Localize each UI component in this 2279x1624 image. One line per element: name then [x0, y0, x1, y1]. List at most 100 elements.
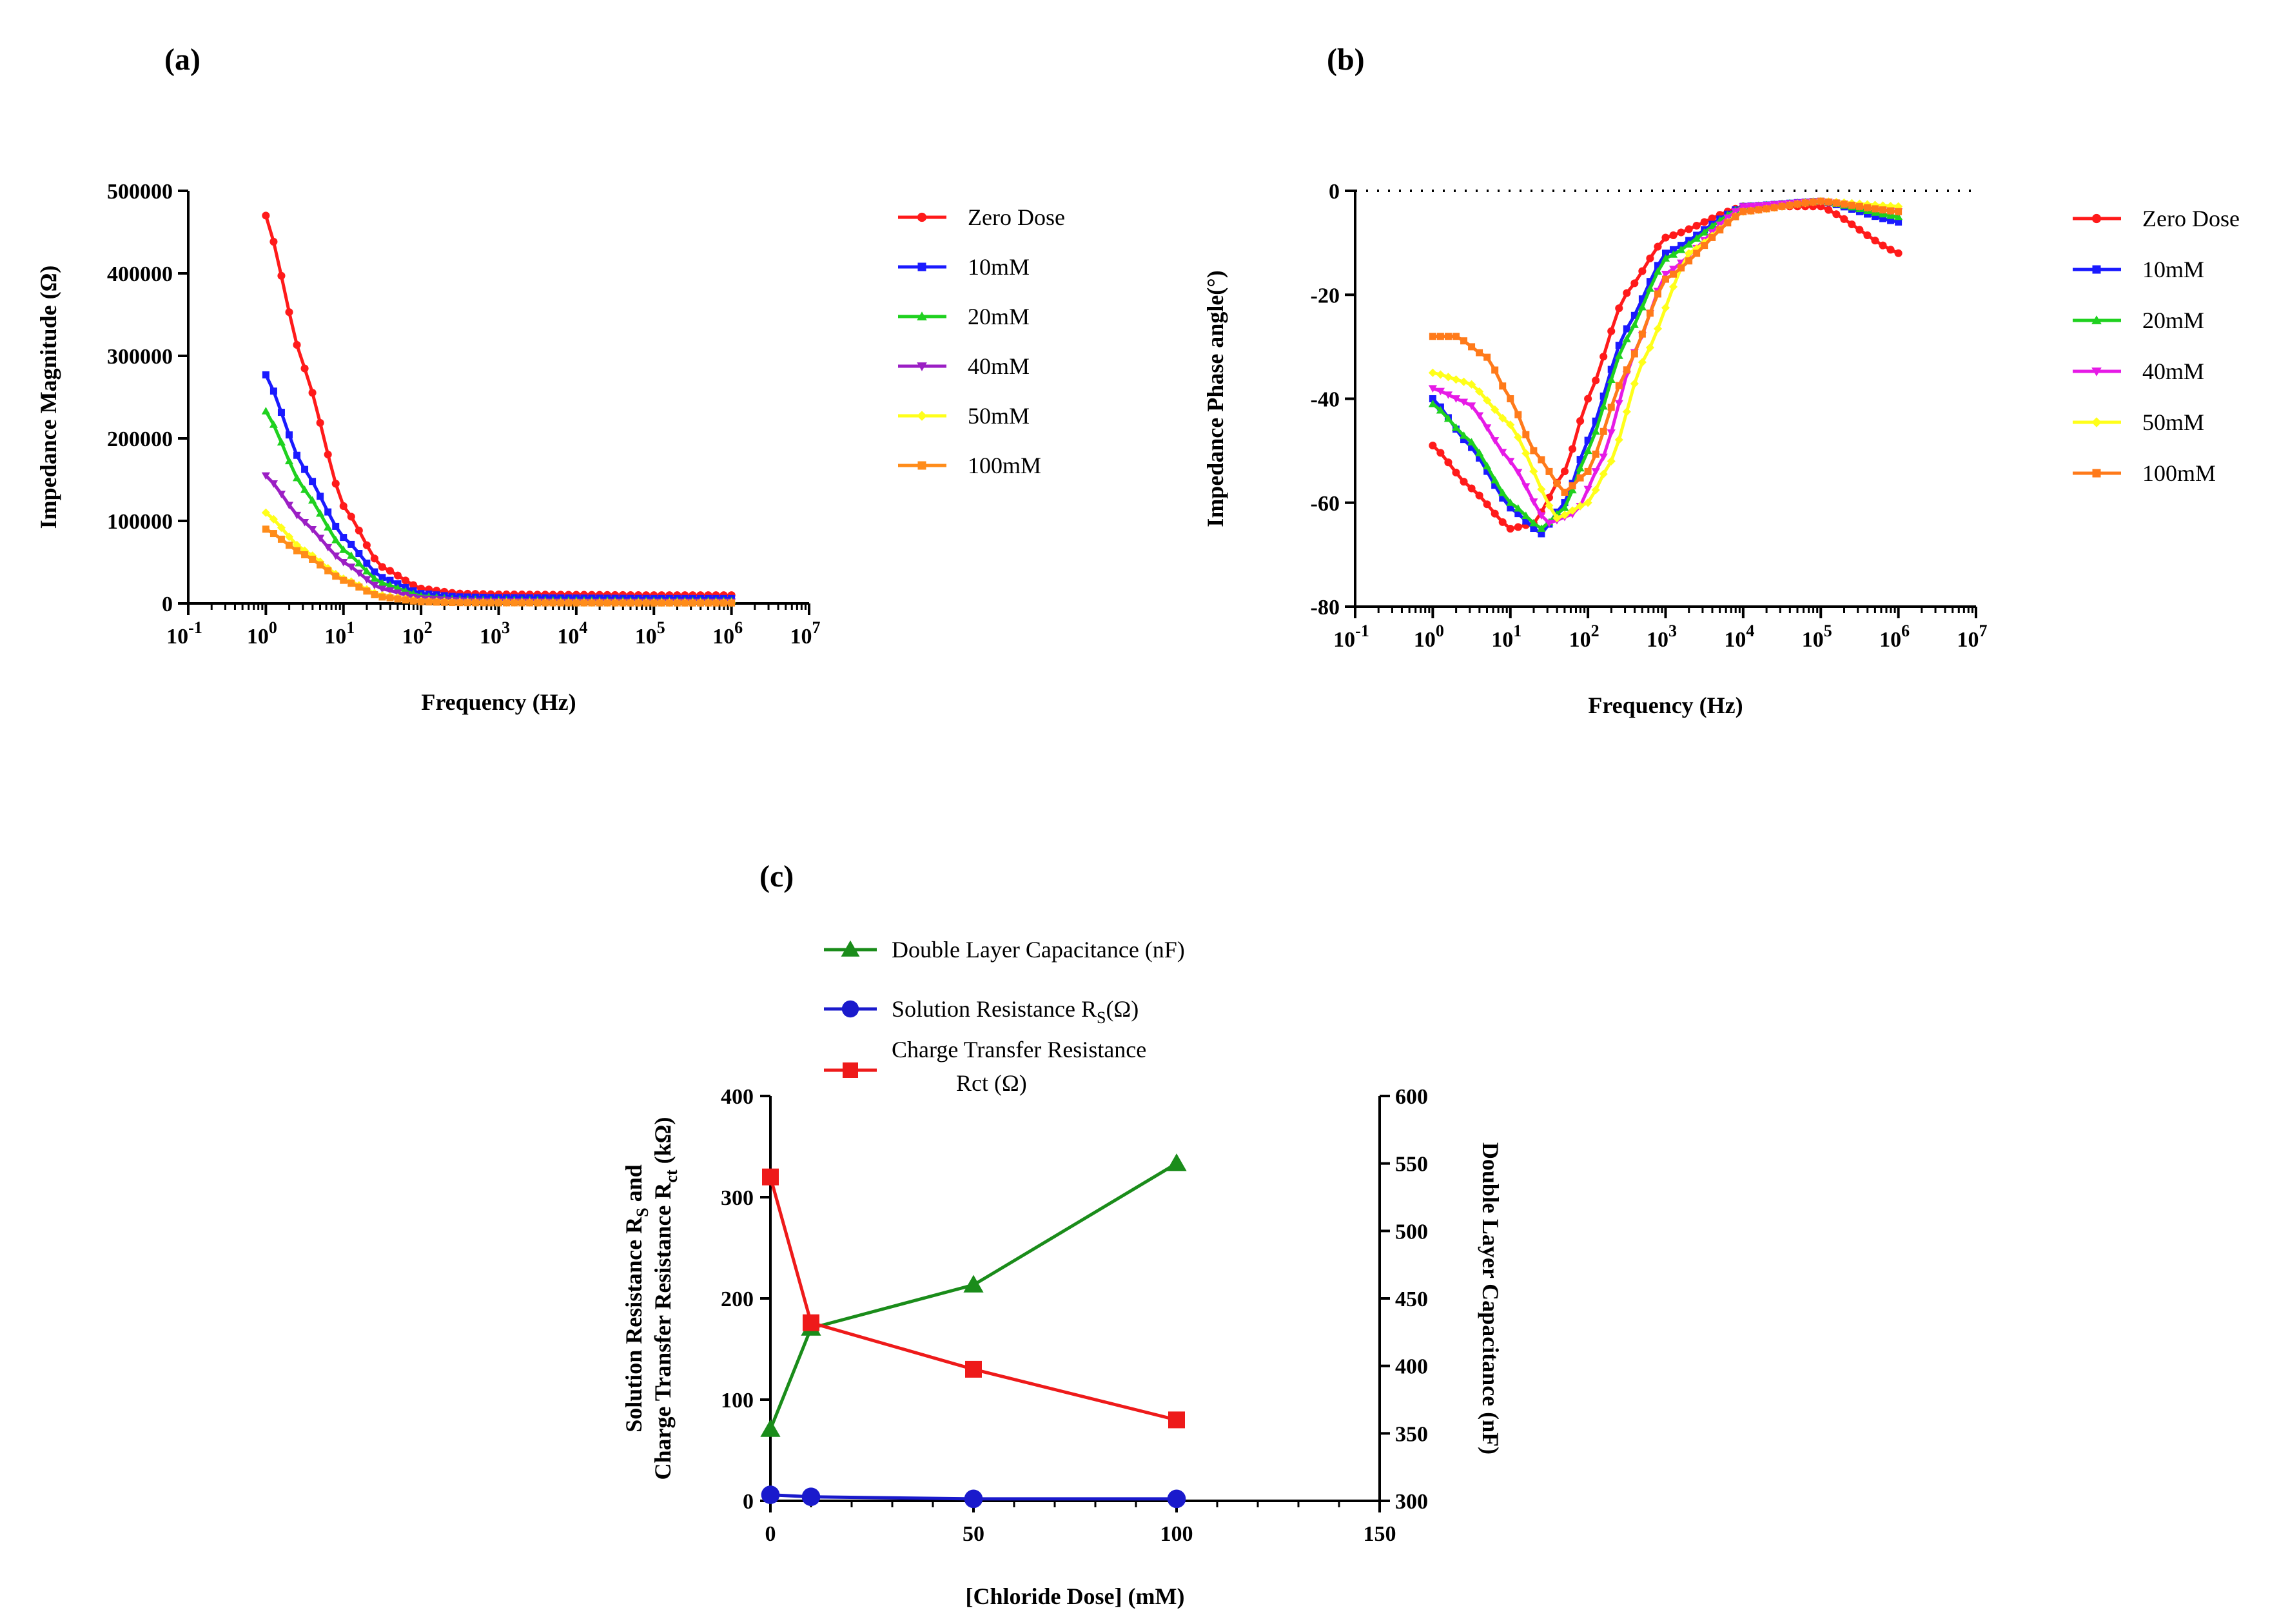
- data-point: [1646, 254, 1654, 262]
- legend-marker: [841, 940, 860, 957]
- data-point: [1599, 353, 1608, 361]
- data-point: [301, 551, 309, 558]
- data-point: [1491, 482, 1499, 489]
- data-point: [339, 559, 348, 567]
- data-point: [1607, 327, 1616, 335]
- data-point: [1630, 350, 1638, 358]
- data-point: [1514, 510, 1522, 518]
- data-point: [526, 599, 534, 607]
- legend-part: (Ω): [1106, 996, 1139, 1022]
- data-point: [1895, 208, 1902, 215]
- data-point: [728, 599, 736, 607]
- series-zero-dose: [1429, 202, 1902, 533]
- data-point: [277, 535, 285, 543]
- x-tick-label: 106: [712, 618, 743, 649]
- data-point: [1483, 462, 1492, 469]
- x-tick-label: 102: [1569, 621, 1599, 652]
- data-point: [1467, 402, 1476, 410]
- data-point: [1886, 246, 1895, 254]
- data-point: [1569, 482, 1576, 490]
- title-part: Solution Resistance R: [621, 1217, 647, 1433]
- data-point: [1599, 453, 1608, 462]
- data-point: [1443, 414, 1453, 422]
- right-y-tick-label: 300: [1395, 1490, 1428, 1514]
- data-point: [1468, 343, 1476, 351]
- data-point: [1498, 518, 1507, 526]
- data-point: [316, 509, 325, 517]
- legend-item: 50mM: [2073, 409, 2204, 435]
- data-point: [1552, 514, 1561, 523]
- legend-label: 20mM: [968, 304, 1030, 329]
- data-point: [1879, 215, 1887, 222]
- data-point: [1700, 218, 1708, 226]
- data-point: [1677, 228, 1685, 237]
- data-point: [425, 598, 433, 606]
- data-point: [1614, 351, 1623, 359]
- data-point: [1817, 197, 1824, 205]
- x-tick-label: 0: [765, 1522, 776, 1546]
- x-tick-label: 102: [402, 618, 433, 649]
- data-point: [511, 599, 518, 607]
- data-point: [963, 1275, 984, 1293]
- legend-marker: [2091, 367, 2102, 377]
- data-point: [417, 598, 425, 605]
- data-point: [355, 569, 364, 578]
- left-y-tick-label: 200: [721, 1287, 754, 1311]
- legend-item: 50mM: [898, 403, 1030, 429]
- x-tick-label: 101: [324, 618, 355, 649]
- data-point: [324, 450, 332, 459]
- data-point: [1576, 464, 1585, 472]
- data-point: [277, 523, 286, 533]
- data-point: [1483, 353, 1491, 361]
- legend-marker: [2091, 315, 2102, 324]
- legend-label-line2: Rct (Ω): [956, 1070, 1027, 1096]
- data-point: [1468, 444, 1476, 451]
- data-point: [1467, 438, 1476, 445]
- data-point: [355, 583, 363, 591]
- data-point: [1646, 309, 1654, 317]
- data-point: [1824, 198, 1832, 206]
- data-point: [1685, 257, 1693, 265]
- data-point: [1668, 282, 1678, 291]
- data-point: [394, 595, 402, 603]
- data-point: [340, 534, 347, 542]
- title-subscript: S: [633, 1208, 652, 1217]
- data-point: [409, 581, 418, 589]
- data-point: [363, 587, 371, 595]
- data-point: [1514, 469, 1523, 476]
- data-point: [1746, 202, 1756, 211]
- series-line: [1432, 199, 1899, 525]
- data-point: [1840, 215, 1848, 223]
- right-y-tick-label: 350: [1395, 1422, 1428, 1446]
- data-point: [285, 542, 293, 549]
- data-point: [1498, 488, 1507, 496]
- data-point: [619, 599, 627, 607]
- data-point: [378, 579, 387, 587]
- data-point: [1521, 483, 1531, 491]
- data-point: [1894, 212, 1903, 220]
- x-tick-label: 100: [1414, 621, 1444, 652]
- legend-marker: [2092, 469, 2101, 478]
- data-point: [1514, 411, 1522, 418]
- data-point: [1428, 368, 1437, 377]
- data-point: [317, 493, 324, 500]
- x-tick-label: 10-1: [166, 618, 202, 649]
- data-point: [1537, 512, 1546, 520]
- data-point: [1895, 218, 1902, 226]
- data-point: [1491, 476, 1500, 484]
- data-point: [1476, 455, 1483, 462]
- data-point: [801, 1487, 821, 1507]
- data-point: [1879, 206, 1887, 214]
- x-tick-exponent: 0: [1436, 621, 1444, 640]
- legend-item: Zero Dose: [898, 204, 1065, 230]
- data-point: [1538, 530, 1545, 538]
- data-point: [277, 409, 285, 416]
- data-point: [1491, 509, 1499, 518]
- legend-marker: [917, 212, 927, 222]
- right-y-axis-title: Double Layer Capacitance (nF): [1478, 1142, 1503, 1454]
- x-axis-title: Frequency (Hz): [421, 689, 576, 715]
- data-point: [1429, 442, 1437, 450]
- data-point: [262, 525, 269, 533]
- data-point: [1514, 433, 1523, 442]
- legend-part: Solution Resistance R: [892, 996, 1097, 1022]
